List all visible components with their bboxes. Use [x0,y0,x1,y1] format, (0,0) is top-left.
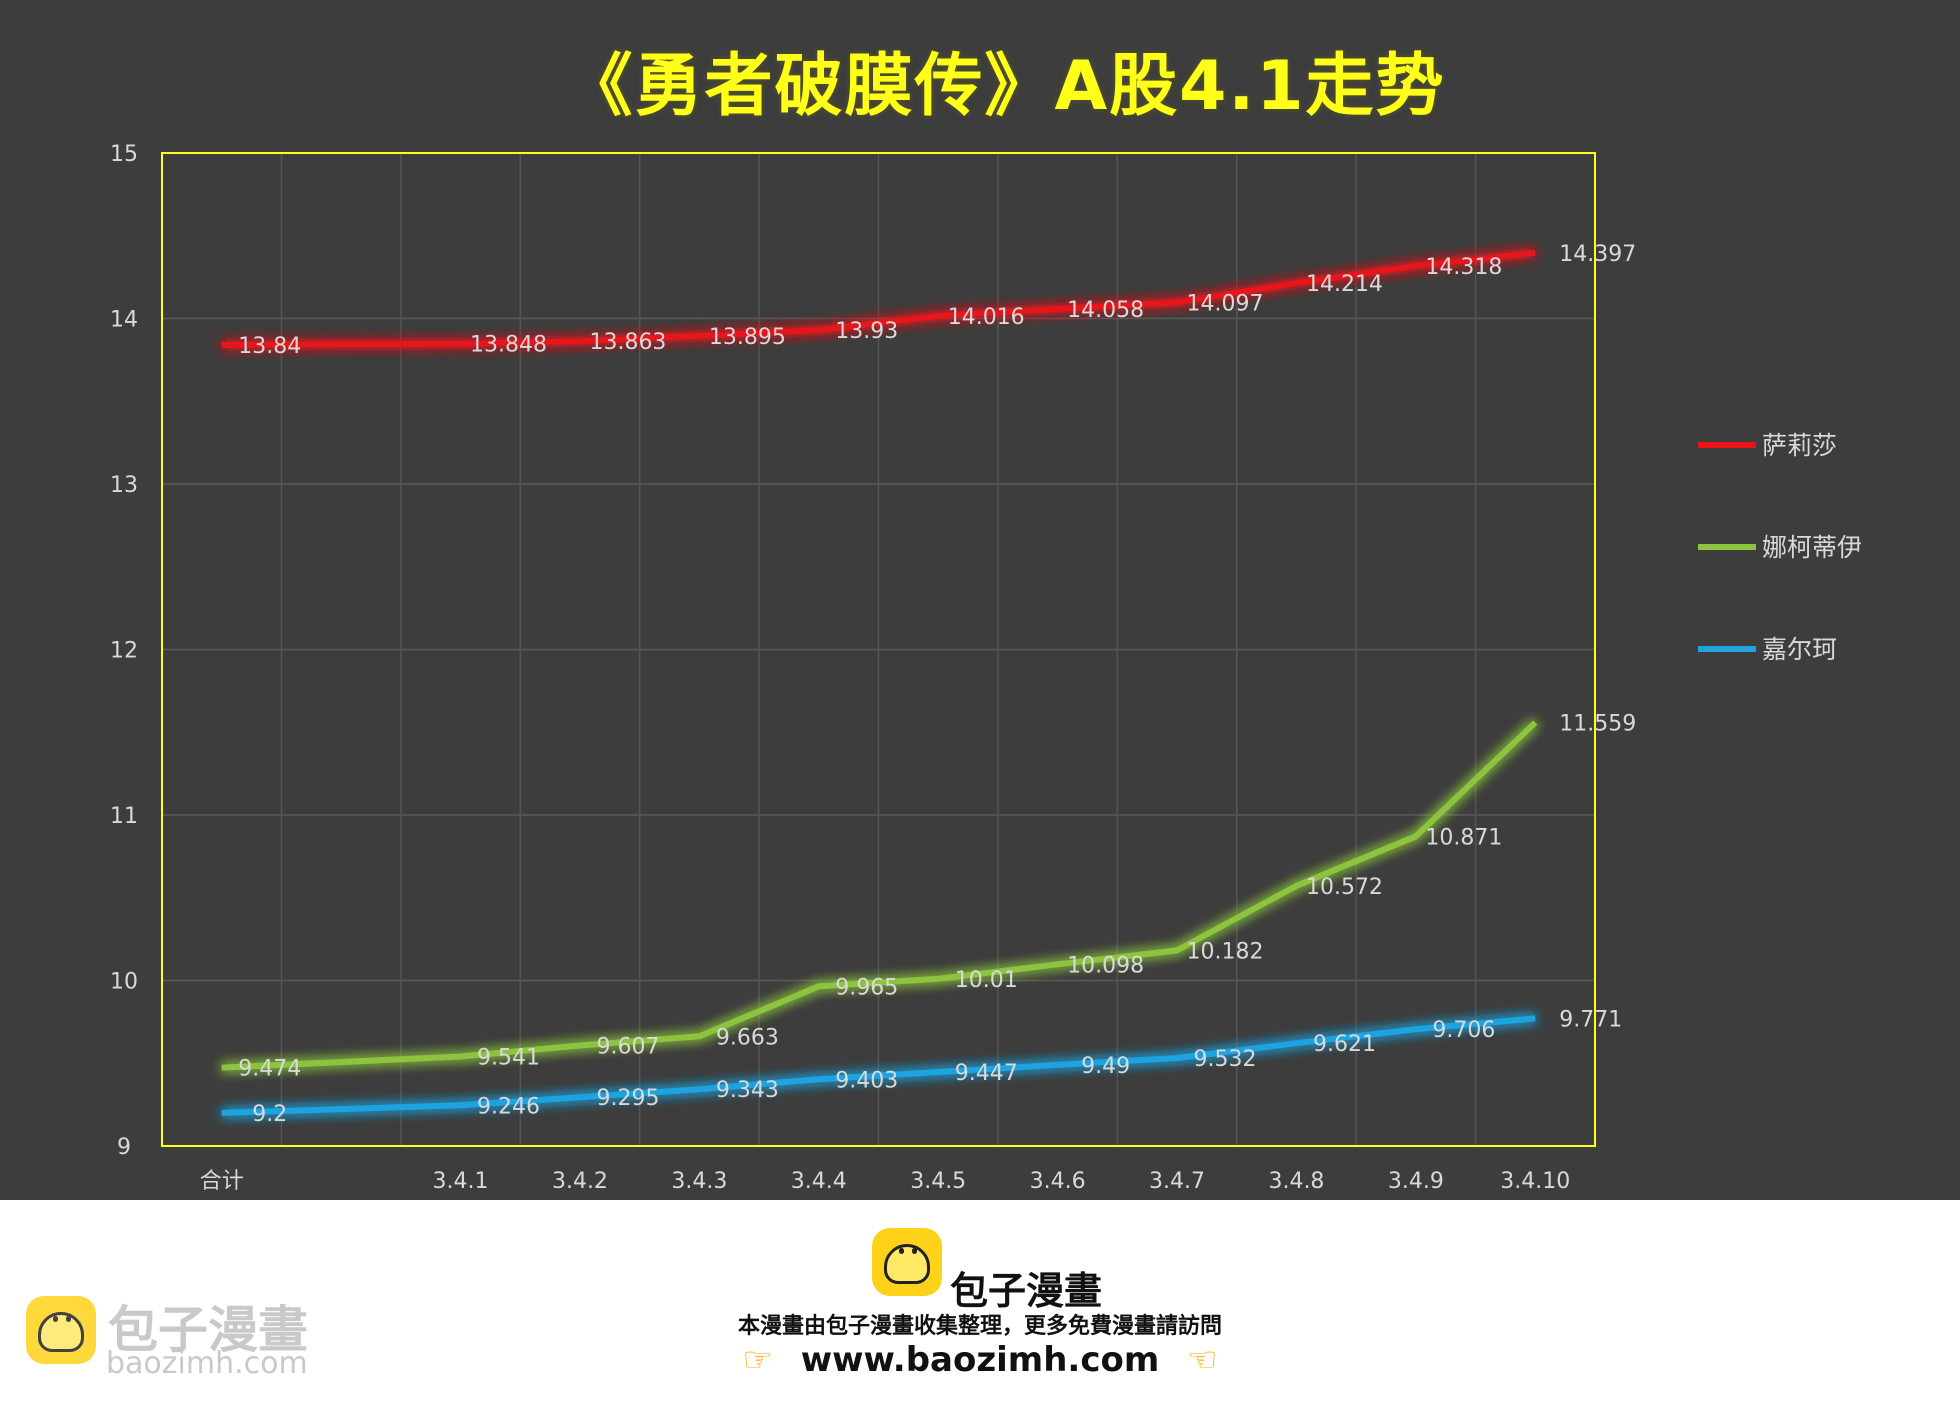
data-label: 14.097 [1187,291,1264,316]
data-label: 10.098 [1067,953,1144,978]
data-label: 9.621 [1313,1032,1376,1057]
watermark-url: baozimh.com [106,1346,308,1381]
legend-label: 娜柯蒂伊 [1762,533,1862,562]
data-label: 13.93 [835,319,898,344]
data-label: 9.343 [716,1078,779,1103]
data-label: 9.447 [955,1061,1018,1086]
chart-area: 《勇者破膜传》A股4.1走势 9 10 11 12 13 14 15 合计 3.4.1 3.4.… [0,0,1960,1200]
y-tick-label: 9 [117,1135,131,1160]
y-axis-ticks: 9 10 11 12 13 14 15 [110,142,138,1160]
pointing-right-hand-icon: ☞ [742,1340,773,1380]
line-chart: 9 10 11 12 13 14 15 合计 3.4.1 3.4.2 3.4.3 3.4.4 3.4.… [110,142,1862,1194]
x-tick-label: 合计 [200,1169,244,1194]
data-label: 9.403 [835,1068,898,1093]
data-label: 10.572 [1306,875,1383,900]
data-label: 9.2 [252,1102,287,1127]
x-tick-label: 3.4.1 [433,1169,489,1194]
legend-label: 萨莉莎 [1762,431,1837,460]
data-label: 9.49 [1081,1054,1130,1079]
x-tick-label: 3.4.7 [1149,1169,1205,1194]
data-label: 14.058 [1067,298,1144,323]
x-axis-ticks: 合计 3.4.1 3.4.2 3.4.3 3.4.4 3.4.5 3.4.6 3.4.7 3.4… [200,1169,1571,1194]
data-label: 14.214 [1306,272,1383,297]
series-line-2 [221,720,1538,1071]
footer-url-row: ☞ www.baozimh.com ☜ [0,1340,1960,1380]
data-label: 9.965 [835,975,898,1000]
legend-label: 嘉尔珂 [1762,635,1837,664]
footer-url-link[interactable]: www.baozimh.com [800,1340,1160,1380]
data-label: 9.663 [716,1025,779,1050]
watermark-logo-icon [26,1296,96,1364]
data-label: 9.474 [238,1057,301,1082]
footer-brand-name: 包子漫畫 [950,1269,1103,1313]
y-tick-label: 15 [110,142,138,167]
x-tick-label: 3.4.2 [552,1169,608,1194]
data-label: 14.318 [1425,255,1502,280]
data-label: 10.182 [1187,939,1264,964]
y-tick-label: 12 [110,639,138,664]
chart-title: 《勇者破膜传》A股4.1走势 [564,47,1446,126]
data-label: 9.706 [1432,1018,1495,1043]
series-line-1 [221,249,1536,348]
data-label: 9.246 [477,1094,540,1119]
data-label: 14.397 [1559,242,1636,267]
footer-notice: 本漫畫由包子漫畫收集整理，更多免費漫畫請訪問 [737,1314,1222,1339]
series-line-3 [221,1015,1536,1116]
x-tick-label: 3.4.9 [1388,1169,1444,1194]
data-label: 13.895 [709,325,786,350]
series-lines [221,249,1538,1116]
data-label: 11.559 [1559,711,1636,736]
data-label: 9.295 [596,1086,659,1111]
y-tick-label: 11 [110,804,138,829]
data-label: 13.84 [238,334,301,359]
y-tick-label: 14 [110,308,138,333]
y-tick-label: 10 [110,970,138,995]
data-label: 9.541 [477,1045,540,1070]
pointing-left-hand-icon: ☜ [1187,1340,1218,1380]
data-label: 10.871 [1425,825,1502,850]
data-labels: 13.84 13.848 13.863 13.895 13.93 14.016 14.058… [238,242,1636,1127]
plot-area-border [161,152,1596,1147]
baozi-logo-icon [872,1228,942,1296]
x-tick-label: 3.4.8 [1268,1169,1324,1194]
x-tick-label: 3.4.10 [1500,1169,1570,1194]
y-tick-label: 13 [110,473,138,498]
data-label: 14.016 [948,305,1025,330]
footer: 包子漫畫 本漫畫由包子漫畫收集整理，更多免費漫畫請訪問 ☞ www.baozim… [0,1200,1960,1403]
data-label: 9.771 [1559,1007,1622,1032]
data-label: 13.848 [470,333,547,358]
data-label: 9.607 [596,1035,659,1060]
data-label: 9.532 [1194,1047,1257,1072]
x-tick-label: 3.4.5 [910,1169,966,1194]
x-tick-label: 3.4.3 [671,1169,727,1194]
watermark-brand: 包子漫畫 [108,1301,308,1359]
data-label: 13.863 [589,330,666,355]
x-tick-label: 3.4.4 [791,1169,847,1194]
data-label: 10.01 [955,968,1018,993]
x-tick-label: 3.4.6 [1030,1169,1086,1194]
